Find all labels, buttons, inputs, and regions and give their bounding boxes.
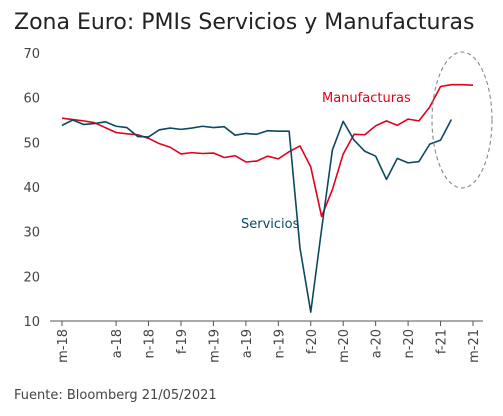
series-line-servicios bbox=[61, 119, 453, 313]
highlight-ellipse bbox=[431, 51, 493, 189]
y-tick-label: 70 bbox=[23, 47, 40, 62]
y-tick-label: 50 bbox=[23, 136, 40, 151]
y-tick-label: 30 bbox=[23, 226, 40, 241]
x-tick-label: f-21 bbox=[435, 329, 450, 354]
x-tick-label: m-21 bbox=[467, 329, 482, 363]
y-tick-label: 40 bbox=[23, 181, 40, 196]
x-tick-label: f-19 bbox=[175, 329, 190, 354]
series-label-servicios: Servicios bbox=[241, 217, 300, 232]
series-labels: Manufacturas Servicios bbox=[241, 91, 411, 232]
series-lines bbox=[61, 83, 474, 313]
x-tick-label: a-19 bbox=[240, 329, 255, 358]
y-axis-ticks: 10 20 30 40 50 60 70 bbox=[23, 47, 40, 330]
x-axis: m-18 a-18 n-18 f-19 m-19 a-19 n-19 f-20 m-20 a-20… bbox=[50, 320, 483, 363]
x-tick-label: m-19 bbox=[207, 329, 222, 363]
series-label-manufacturas: Manufacturas bbox=[322, 91, 411, 106]
x-tick-label: n-19 bbox=[272, 329, 287, 358]
series-line-manufacturas bbox=[61, 83, 474, 218]
y-tick-label: 10 bbox=[23, 315, 40, 330]
chart-title: Zona Euro: PMIs Servicios y Manufacturas bbox=[14, 10, 474, 35]
x-tick-label: m-20 bbox=[337, 329, 352, 363]
x-tick-label: m-18 bbox=[56, 329, 71, 363]
x-tick-label: n-20 bbox=[402, 329, 417, 358]
x-tick-label: n-18 bbox=[143, 329, 158, 358]
x-tick-label: f-20 bbox=[305, 329, 320, 354]
y-tick-label: 60 bbox=[23, 92, 40, 107]
x-tick-label: a-20 bbox=[370, 329, 385, 358]
y-tick-label: 20 bbox=[23, 270, 40, 285]
x-tick-label: a-18 bbox=[110, 329, 125, 358]
source-note: Fuente: Bloomberg 21/05/2021 bbox=[14, 388, 217, 403]
